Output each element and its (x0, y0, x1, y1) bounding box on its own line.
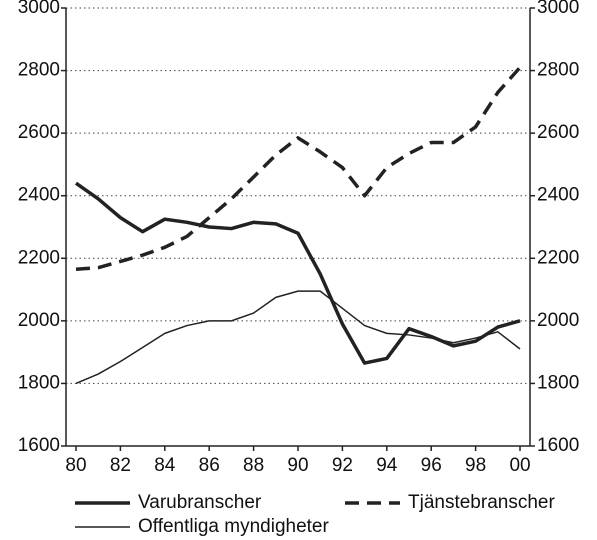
y2-tick-label: 3000 (537, 0, 579, 18)
y-tick-label: 3000 (18, 0, 60, 18)
y2-tick-label: 2600 (537, 122, 579, 143)
x-tick-label: 00 (509, 455, 530, 476)
legend-label: Tjänstebranscher (408, 492, 555, 513)
series-line (75, 290, 521, 385)
y2-tick-label: 1800 (537, 372, 579, 393)
y2-tick-label: 1600 (537, 435, 579, 456)
x-tick-label: 88 (243, 455, 264, 476)
x-tick-label: 92 (332, 455, 353, 476)
x-tick-label: 86 (199, 455, 220, 476)
x-tick-label: 90 (287, 455, 308, 476)
x-tick-label: 84 (154, 455, 176, 476)
y-tick-label: 1800 (18, 372, 60, 393)
x-tick-label: 96 (421, 455, 442, 476)
x-tick-label: 98 (465, 455, 486, 476)
y-tick-label: 1600 (18, 435, 60, 456)
y2-tick-label: 2200 (537, 247, 579, 268)
y-tick-label: 2600 (18, 122, 60, 143)
y-tick-label: 2800 (18, 60, 60, 81)
x-tick-label: 80 (65, 455, 86, 476)
x-tick-label: 94 (376, 455, 398, 476)
series-line (75, 66, 522, 271)
y2-tick-label: 2400 (537, 185, 579, 206)
series-line (74, 181, 521, 365)
legend-label: Offentliga myndigheter (138, 516, 329, 537)
legend-label: Varubranscher (138, 492, 262, 513)
y-tick-label: 2400 (18, 185, 60, 206)
y2-tick-label: 2000 (537, 310, 579, 331)
y-tick-label: 2200 (18, 247, 60, 268)
x-tick-label: 82 (110, 455, 131, 476)
y2-tick-label: 2800 (537, 60, 579, 81)
y-tick-label: 2000 (18, 310, 60, 331)
